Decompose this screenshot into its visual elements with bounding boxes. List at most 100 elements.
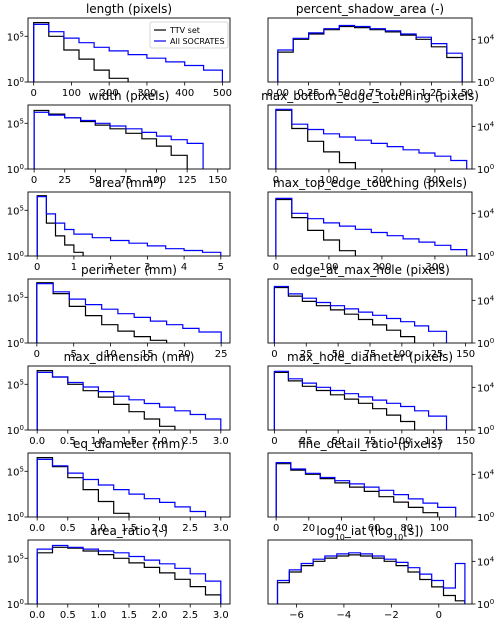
- y-tick-label: 104: [477, 381, 495, 394]
- y-tick-label: 100: [7, 163, 24, 176]
- panel-13: area_ratio (-) 0.0 0.5 1.0 1.5 2.0 2.5 3.0 100 10…: [7, 524, 231, 621]
- x-tick-label: 2.0: [152, 523, 168, 534]
- x-tick-label: 80: [400, 523, 413, 534]
- x-tick-label: 50: [332, 349, 345, 360]
- y-tick-label: 105: [7, 30, 24, 43]
- all-socrates-histogram: [36, 544, 222, 604]
- y-tick-label: 105: [7, 378, 24, 391]
- x-tick-label: 1.0: [90, 610, 106, 621]
- ttv-histogram: [275, 198, 356, 256]
- legend-label-all: All SOCRATES: [170, 37, 225, 46]
- x-tick-label: 20: [178, 349, 191, 360]
- panel-title: max_bottom_edge_touching (pixels): [261, 89, 479, 103]
- ttv-histogram: [273, 286, 416, 343]
- x-tick-label: 0: [271, 436, 277, 447]
- x-tick-label: 2.5: [182, 610, 198, 621]
- x-tick-label: 25: [58, 175, 71, 186]
- panel-title: max_hole_diameter (pixels): [287, 350, 453, 364]
- x-tick-label: 0.75: [359, 88, 381, 99]
- x-tick-label: 3.0: [213, 523, 229, 534]
- x-tick-label: 2.5: [182, 436, 198, 447]
- y-tick-label: 105: [7, 204, 24, 217]
- axes-frame: [267, 539, 473, 605]
- x-tick-label: 0.0: [29, 436, 45, 447]
- x-tick-label: 3.0: [213, 610, 229, 621]
- x-tick-label: 125: [424, 349, 443, 360]
- all-socrates-histogram: [36, 283, 222, 343]
- y-tick-label: 104: [477, 294, 495, 307]
- x-tick-label: 500: [213, 88, 232, 99]
- x-tick-label: 1.0: [90, 523, 106, 534]
- all-socrates-histogram: [33, 111, 204, 169]
- y-tick-label: 105: [7, 465, 24, 478]
- x-tick-label: 2.0: [152, 436, 168, 447]
- panel-14: log10_iat (log10[s]) −6 −4 −2 0 100 104: [267, 524, 495, 621]
- x-tick-label: 1: [71, 262, 77, 273]
- x-tick-label: 200: [372, 175, 391, 186]
- y-tick-label: 100: [477, 337, 494, 350]
- panel-title: max_dimension (mm): [64, 350, 195, 364]
- x-tick-label: 15: [141, 349, 154, 360]
- x-tick-label: 10: [104, 349, 117, 360]
- all-socrates-histogram: [275, 462, 457, 517]
- axes-frame: [267, 104, 473, 170]
- x-tick-label: 20: [302, 523, 315, 534]
- panel-6: max_top_edge_touching (pixels)0 100 200 300…: [267, 176, 495, 273]
- ttv-histogram: [275, 109, 356, 169]
- axes-frame: [267, 365, 473, 431]
- panel-11: eq_diameter (mm) 0.0 0.5 1.0 1.5 2.0 2.5 3.0 100…: [7, 437, 231, 534]
- panel-1: length (pixels) 0 100 200 300 400 500 100 105 TTV…: [7, 2, 232, 99]
- legend: TTV set All SOCRATES: [149, 21, 229, 49]
- ttv-histogram: [36, 370, 176, 430]
- x-tick-label: 2: [107, 262, 113, 273]
- panel-3: width (pixels) 0 25 50 75 100 125 150 100 105: [7, 89, 231, 186]
- ttv-histogram: [33, 22, 129, 82]
- x-tick-label: 0.50: [328, 88, 350, 99]
- x-tick-label: 0: [271, 349, 277, 360]
- panel-5: area (mm2) 0 1 2 3 4 5 100 105: [7, 176, 231, 273]
- x-tick-label: 0.00: [267, 88, 289, 99]
- x-tick-label: 1.5: [121, 523, 137, 534]
- x-tick-label: 25: [300, 349, 313, 360]
- axes-frame: [27, 539, 231, 605]
- y-tick-label: 100: [7, 598, 24, 611]
- x-tick-label: −6: [289, 610, 304, 621]
- x-tick-label: 400: [175, 88, 194, 99]
- x-tick-label: 50: [332, 436, 345, 447]
- axes-frame: [267, 191, 473, 257]
- panel-title: perimeter (mm): [81, 263, 177, 277]
- all-socrates-histogram: [275, 108, 468, 169]
- x-tick-label: 4: [181, 262, 187, 273]
- all-socrates-histogram: [273, 370, 448, 430]
- x-tick-label: 100: [319, 262, 338, 273]
- x-tick-label: 125: [424, 436, 443, 447]
- x-tick-label: 0: [436, 610, 442, 621]
- panel-9: max_dimension (mm) 0.0 0.5 1.0 1.5 2.0 2.5 3.0 1…: [7, 350, 231, 447]
- ttv-histogram: [33, 109, 188, 169]
- y-tick-label: 104: [477, 33, 495, 46]
- panel-title: max_top_edge_touching (pixels): [273, 176, 467, 190]
- y-tick-label: 105: [7, 552, 24, 565]
- panel-title: width (pixels): [89, 89, 170, 103]
- x-tick-label: 150: [456, 436, 475, 447]
- x-tick-label: 50: [89, 175, 102, 186]
- panel-title: length (pixels): [86, 2, 172, 16]
- axes-frame: [27, 452, 231, 518]
- all-socrates-histogram: [276, 552, 466, 604]
- x-tick-label: 0: [273, 523, 279, 534]
- x-tick-label: 3.0: [213, 436, 229, 447]
- y-tick-label: 104: [477, 468, 495, 481]
- all-socrates-histogram: [36, 458, 207, 517]
- panel-10: max_hole_diameter (pixels) 0 25 50 75 100 125 1…: [267, 350, 495, 447]
- x-tick-label: 200: [372, 262, 391, 273]
- x-tick-label: 75: [120, 175, 133, 186]
- y-tick-label: 100: [477, 163, 494, 176]
- x-tick-label: 1.5: [121, 436, 137, 447]
- x-tick-label: 0.0: [29, 610, 45, 621]
- x-tick-label: 0: [31, 175, 37, 186]
- panel-title: eq_diameter (mm): [73, 437, 185, 451]
- x-tick-label: 2.5: [182, 523, 198, 534]
- x-tick-label: 0.5: [60, 610, 76, 621]
- panel-12: fine_detail_ratio (pixels) 0 20 40 60 80 100 10…: [267, 437, 495, 534]
